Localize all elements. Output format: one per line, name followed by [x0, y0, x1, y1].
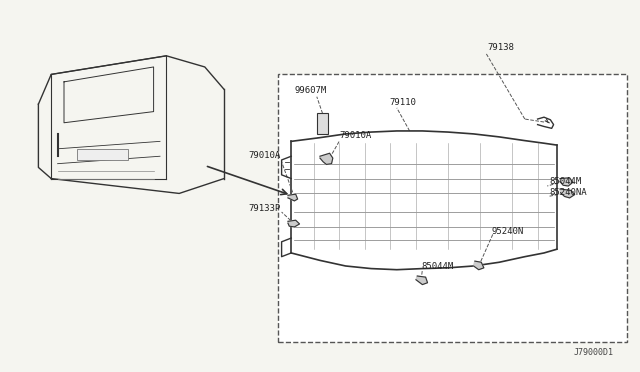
- Text: 79110: 79110: [389, 98, 416, 107]
- Polygon shape: [560, 189, 575, 198]
- Polygon shape: [288, 220, 300, 227]
- Text: J79000D1: J79000D1: [573, 348, 613, 357]
- Bar: [317, 113, 328, 134]
- Bar: [278, 74, 627, 342]
- Text: 95240N: 95240N: [492, 227, 524, 235]
- Text: 85044M: 85044M: [421, 262, 453, 270]
- Polygon shape: [320, 153, 333, 164]
- Text: 79138: 79138: [488, 43, 515, 52]
- Polygon shape: [416, 276, 428, 285]
- Polygon shape: [288, 194, 298, 201]
- Polygon shape: [474, 261, 484, 270]
- Text: 85240NA: 85240NA: [549, 188, 587, 197]
- Text: 79133P: 79133P: [248, 204, 280, 213]
- Text: 79010A: 79010A: [248, 151, 280, 160]
- Polygon shape: [560, 178, 573, 186]
- Text: 99607M: 99607M: [294, 86, 326, 95]
- Text: 79010A: 79010A: [339, 131, 371, 140]
- Text: 85044M: 85044M: [549, 177, 581, 186]
- Bar: [77, 149, 128, 160]
